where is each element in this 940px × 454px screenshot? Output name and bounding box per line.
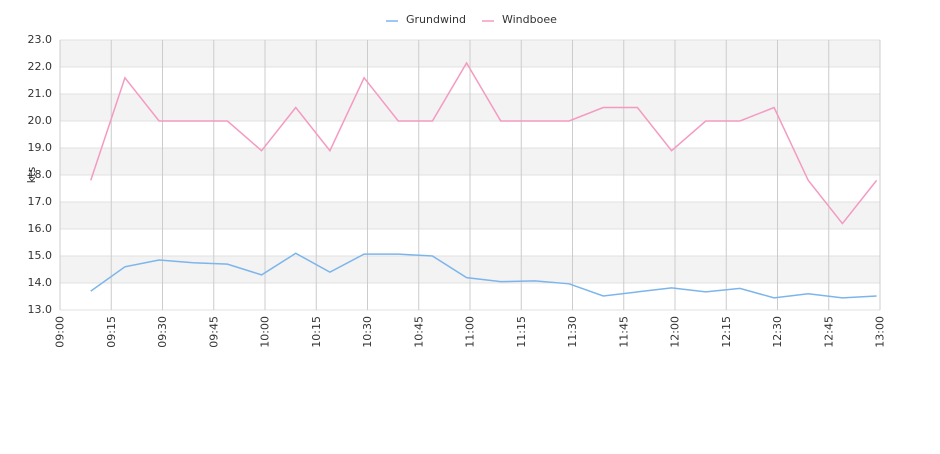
y-tick-label: 13.0 — [28, 303, 53, 316]
line-series — [90, 252, 877, 299]
x-tick-label: 09:30 — [156, 316, 169, 348]
x-tick-label: 10:00 — [259, 316, 272, 348]
y-tick-label: 17.0 — [28, 195, 53, 208]
y-tick-label: 20.0 — [28, 114, 53, 127]
x-tick-label: 11:45 — [617, 316, 630, 348]
x-tick-label: 12:00 — [669, 316, 682, 348]
y-tick-label: 18.0 — [28, 168, 53, 181]
x-tick-label: 12:45 — [822, 316, 835, 348]
line-series — [90, 61, 878, 225]
x-tick-label: 10:30 — [361, 316, 374, 348]
x-tick-label: 10:15 — [310, 316, 323, 348]
y-axis-label: kts — [25, 167, 38, 184]
x-tick-label: 12:15 — [720, 316, 733, 348]
x-tick-label: 12:30 — [771, 316, 784, 348]
x-tick-label: 13:00 — [874, 316, 887, 348]
y-tick-label: 22.0 — [28, 60, 53, 73]
x-tick-label: 11:30 — [566, 316, 579, 348]
legend-label: Grundwind — [406, 13, 466, 26]
x-tick-label: 09:45 — [207, 316, 220, 348]
x-tick-label: 09:15 — [105, 316, 118, 348]
y-tick-label: 16.0 — [28, 222, 53, 235]
y-tick-label: 14.0 — [28, 276, 53, 289]
y-tick-label: 21.0 — [28, 87, 53, 100]
legend-label: Windboee — [502, 13, 557, 26]
x-tick-label: 11:00 — [464, 316, 477, 348]
y-tick-label: 19.0 — [28, 141, 53, 154]
x-tick-label: 10:45 — [412, 316, 425, 348]
x-tick-label: 09:00 — [54, 316, 67, 348]
y-tick-label: 23.0 — [28, 33, 53, 46]
y-tick-label: 15.0 — [28, 249, 53, 262]
x-tick-label: 11:15 — [515, 316, 528, 348]
